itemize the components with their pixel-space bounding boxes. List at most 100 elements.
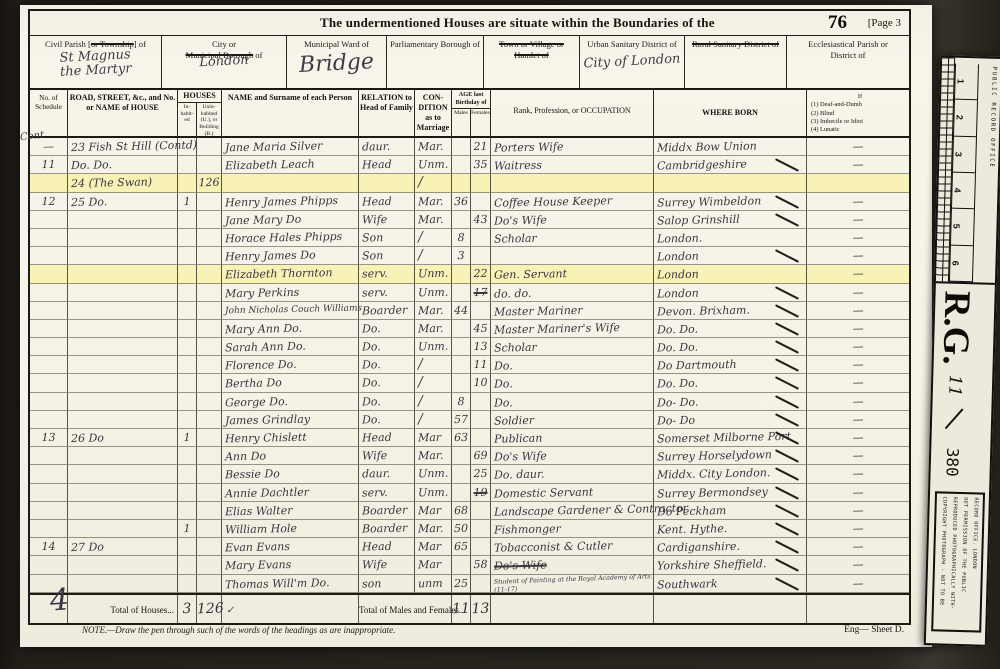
district-label-segment: Urban Sanitary District of — [587, 39, 677, 49]
road-value: Do. Do. — [70, 158, 113, 173]
col-born-label: WHERE BORN — [702, 108, 758, 117]
road-value: 23 Fish St Hill (Contd) — [70, 138, 198, 155]
name-value: Jane Mary Do — [224, 212, 302, 228]
cell-uninhabited — [197, 410, 222, 429]
entry-row: Elizabeth Thornton serv. Unm. 22 Gen. Servan… — [30, 265, 909, 284]
cell-born: Do- Do — [654, 410, 807, 429]
entry-row: 12 25 Do. 1 Henry James Phipps Head Mar. 36 Cof… — [30, 192, 909, 211]
cell-age-male: 68 — [452, 501, 471, 520]
disability-value: — — [852, 449, 864, 463]
cell-occupation: Publican — [491, 429, 654, 448]
totals-check-mark: ✓ — [225, 604, 235, 616]
name-value: Thomas Will'm Do. — [224, 575, 330, 591]
cell-age-female: 22 — [471, 265, 491, 284]
cell-disability: — — [807, 302, 909, 320]
cell-condition: Unm. — [415, 338, 452, 357]
cell-age-male — [452, 356, 471, 375]
disability-value: — — [852, 467, 864, 481]
district-field-7: Ecclesiastical Parish or District of — [787, 36, 909, 88]
cell-condition: Mar — [415, 501, 452, 520]
footer-note: NOTE.—Draw the pen through such of the w… — [82, 625, 396, 635]
totals-males: 11 — [452, 594, 471, 625]
disability-value: — — [852, 267, 864, 281]
relation-value: Wife — [361, 212, 388, 227]
totals-born-cell — [654, 594, 807, 625]
entry-row: Henry James Do Son / 3 London — — [30, 247, 909, 266]
cell-born: Salop Grinshill — [654, 210, 807, 229]
cell-road — [68, 574, 178, 593]
relation-value: Wife — [361, 449, 388, 463]
condition-value: Mar. — [417, 321, 444, 336]
totals-check-cell: ✓ — [222, 594, 359, 625]
name-value: Henry James Phipps — [224, 193, 339, 209]
cell-age-male: 25 — [452, 574, 471, 593]
disability-value: — — [852, 558, 864, 572]
condition-value: Mar — [417, 558, 442, 572]
relation-value: Do. — [361, 358, 381, 372]
cell-age-female: 11 — [471, 356, 491, 375]
cell-inhabited — [178, 228, 197, 248]
cell-disability: — — [807, 538, 909, 557]
name-value: Elias Walter — [224, 503, 293, 519]
schedule-value: 12 — [41, 194, 56, 208]
entry-row: Bertha Do Do. / 10 Do. Do. Do. — — [30, 374, 909, 393]
occupation-value: Soldier — [493, 413, 535, 428]
cell-name: Mary Ann Do. — [222, 319, 359, 339]
entry-row: Annie Dachtler serv. Unm. 19 Domestic Servan… — [30, 483, 909, 502]
name-value: Ann Do — [224, 449, 267, 464]
cell-inhabited — [178, 174, 197, 193]
entries: —23 Fish St Hill (Contd) Jane Maria Silve… — [30, 138, 909, 593]
cell-uninhabited — [197, 192, 222, 211]
condition-value: Unm. — [417, 157, 449, 172]
entry-row: Bessie Do daur. Unm. 25 Do. daur. Middx. City… — [30, 465, 909, 484]
cell-age-female — [471, 228, 491, 248]
cell-road — [68, 410, 178, 429]
col-road-label: ROAD, STREET, &c., and No. or NAME of HO… — [69, 93, 176, 112]
cell-occupation: Scholar — [491, 228, 654, 248]
cell-road — [68, 392, 178, 411]
cell-born: Do- Do. — [654, 392, 807, 411]
cell-inhabited — [178, 338, 197, 357]
entry-row: George Do. Do. / 8 Do. Do- Do. — — [30, 392, 909, 411]
cell-condition: / — [415, 374, 452, 393]
condition-value: / — [417, 356, 423, 373]
relation-value: Do. — [361, 412, 381, 427]
cell-disability: — — [807, 338, 909, 357]
name-value: Bertha Do — [224, 376, 282, 391]
condition-value: / — [417, 174, 423, 191]
cell-condition: Mar. — [415, 210, 452, 229]
cell-uninhabited — [197, 519, 222, 539]
cell-inhabited — [178, 247, 197, 266]
cell-name: Horace Hales Phipps — [222, 228, 359, 248]
age-male-value: 57 — [453, 412, 469, 426]
cell-road: 25 Do. — [68, 192, 178, 211]
totals-females: 13 — [471, 594, 491, 625]
name-value: James Grindlay — [224, 412, 311, 428]
cell-occupation: Waitress — [491, 156, 654, 175]
cell-born: Cardiganshire. — [654, 538, 807, 557]
age-female-value: 58 — [473, 558, 488, 572]
cell-disability: — — [807, 465, 909, 484]
cell-age-female: 69 — [471, 447, 491, 466]
disability-value: — — [852, 521, 864, 536]
cell-schedule — [30, 228, 68, 248]
ruler-number: 2 — [952, 99, 978, 137]
entry-row: James Grindlay Do. / 57 Soldier Do- Do — — [30, 410, 909, 429]
cell-disability: — — [807, 211, 909, 229]
cell-relation: Boarder — [359, 519, 415, 539]
cell-age-female: 19 — [471, 483, 491, 502]
cell-born: Do Dartmouth — [654, 356, 807, 375]
cell-name: Elias Walter — [222, 501, 359, 520]
age-male-value: 65 — [453, 539, 469, 554]
cell-born: Middx. City London. — [654, 465, 807, 484]
cell-age-female — [471, 174, 491, 193]
disability-header-line: (1) Deaf-and-Dumb — [811, 101, 862, 109]
ruler-number: 6 — [948, 245, 974, 283]
cell-occupation: Do. daur. — [491, 465, 654, 484]
disability-value: — — [852, 430, 864, 445]
district-label: Hamlet of — [484, 50, 579, 61]
cell-age-female — [471, 301, 491, 320]
disability-value: — — [852, 212, 864, 226]
schedule-value: 14 — [41, 539, 56, 554]
cell-name: William Hole — [222, 519, 359, 539]
